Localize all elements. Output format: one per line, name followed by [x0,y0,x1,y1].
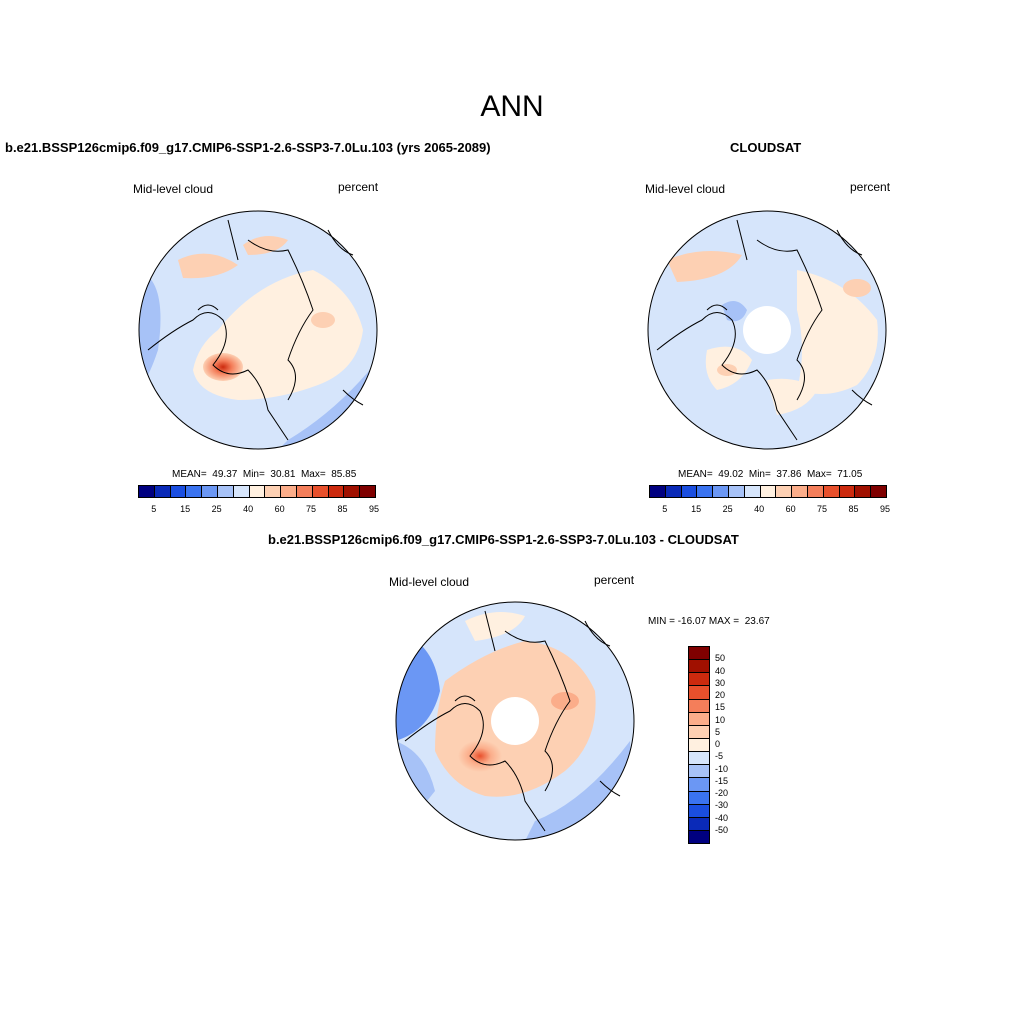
colorbar-tick-label: 40 [243,504,254,514]
colorbar-tick-label: 20 [715,690,726,700]
colorbar-swatch [296,486,313,497]
colorbar-swatch [792,486,808,497]
colorbar-tick-label: -50 [715,824,729,835]
colorbar-swatch [871,486,886,497]
colorbar-swatch [689,817,709,831]
colorbar-tick-label: 50 [715,653,726,664]
colorbar-swatch [713,486,729,497]
colorbar-swatch [697,486,714,497]
colorbar-swatch [170,486,187,497]
colorbar-swatch [689,660,709,674]
colorbar-swatch [689,686,709,700]
colorbar-swatch [186,486,203,497]
panel2-title: CLOUDSAT [730,140,802,155]
colorbar-swatch [665,486,682,497]
panel2-polar-map [647,210,887,450]
colorbar-tick-label: 5 [662,504,668,514]
colorbar-tick-label: 15 [691,504,702,514]
colorbar-swatch [689,778,709,792]
panel2-stats: MEAN= 49.02 Min= 37.86 Max= 71.05 [678,469,863,480]
colorbar-swatch [689,647,709,661]
colorbar-tick-label: 60 [274,504,285,514]
colorbar-tick-label: 85 [848,504,859,514]
colorbar-swatch [281,486,297,497]
colorbar-swatch [689,699,709,713]
panel1-polar-map [138,210,378,450]
colorbar-swatch [344,486,361,497]
panel3-units-label: percent [594,573,635,587]
colorbar-swatch [328,486,345,497]
colorbar-tick-label: 40 [754,504,765,514]
panel1-stats: MEAN= 49.37 Min= 30.81 Max= 85.85 [172,469,357,480]
colorbar-swatch [139,486,155,497]
colorbar-swatch [839,486,856,497]
colorbar-tick-label: -20 [715,788,729,798]
colorbar-tick-label: 0 [715,739,721,749]
colorbar-swatch [689,673,709,687]
colorbar-swatch [249,486,266,497]
panel3-stats: MIN = -16.07 MAX = 23.67 [648,616,770,627]
colorbar-tick-label: -40 [715,812,729,823]
colorbar-tick-label: 75 [817,504,828,514]
colorbar-tick-label: 5 [151,504,157,514]
panel2-variable-label: Mid-level cloud [645,182,726,196]
colorbar-swatch [689,752,709,766]
colorbar-tick-label: -30 [715,800,729,811]
main-title: ANN [480,90,544,123]
colorbar-swatch [681,486,698,497]
panel3-colorbar [688,646,710,844]
colorbar-tick-label: 40 [715,665,726,676]
colorbar-swatch [689,791,709,805]
colorbar-swatch [776,486,793,497]
colorbar-tick-label: 15 [180,504,191,514]
colorbar-swatch [689,804,709,818]
colorbar-tick-label: 15 [715,702,726,713]
colorbar-tick-label: -15 [715,775,729,786]
colorbar-swatch [823,486,840,497]
panel2-colorbar [649,485,887,498]
colorbar-tick-label: -10 [715,763,729,774]
colorbar-swatch [217,486,234,497]
panel1-colorbar [138,485,376,498]
colorbar-tick-label: 25 [211,504,222,514]
colorbar-tick-label: 30 [715,677,726,688]
colorbar-swatch [728,486,745,497]
colorbar-swatch [855,486,872,497]
panel1-units-label: percent [338,180,379,194]
colorbar-swatch [689,765,709,779]
panel1-variable-label: Mid-level cloud [133,182,214,196]
colorbar-tick-label: 85 [337,504,348,514]
colorbar-swatch [265,486,282,497]
panel2-units-label: percent [850,180,891,194]
colorbar-swatch [744,486,761,497]
colorbar-swatch [202,486,218,497]
panel3-title: b.e21.BSSP126cmip6.f09_g17.CMIP6-SSP1-2.… [268,532,739,547]
colorbar-tick-label: 10 [715,714,726,725]
colorbar-swatch [760,486,777,497]
panel3-polar-map [395,601,635,841]
colorbar-swatch [689,712,709,726]
colorbar-swatch [689,738,709,753]
panel3-variable-label: Mid-level cloud [389,575,470,589]
colorbar-swatch [689,830,709,844]
colorbar-tick-label: 75 [306,504,317,514]
panel1-title: b.e21.BSSP126cmip6.f09_g17.CMIP6-SSP1-2.… [5,140,491,155]
colorbar-tick-label: 5 [715,726,721,737]
colorbar-tick-label: 95 [879,504,891,514]
colorbar-swatch [807,486,824,497]
colorbar-swatch [360,486,375,497]
colorbar-swatch [689,725,709,739]
colorbar-swatch [650,486,666,497]
colorbar-swatch [233,486,250,497]
colorbar-swatch [312,486,329,497]
colorbar-tick-label: -5 [715,751,724,762]
colorbar-swatch [154,486,171,497]
colorbar-tick-label: 95 [368,504,380,514]
colorbar-tick-label: 25 [722,504,733,514]
colorbar-tick-label: 60 [785,504,796,514]
